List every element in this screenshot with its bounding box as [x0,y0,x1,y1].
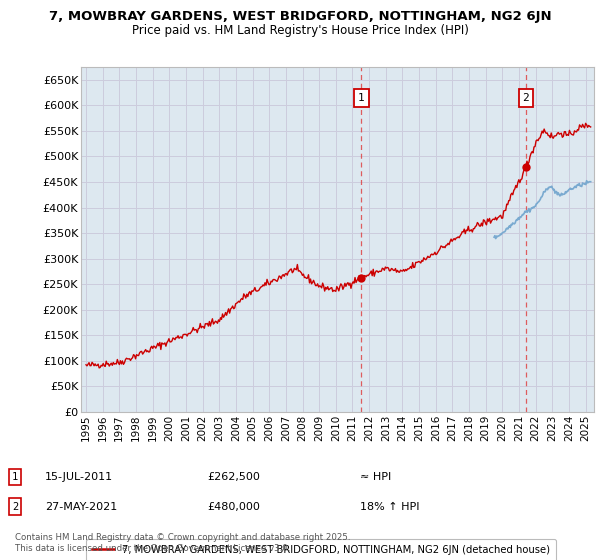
Text: 27-MAY-2021: 27-MAY-2021 [45,502,117,512]
Text: £262,500: £262,500 [207,472,260,482]
Text: 1: 1 [358,93,365,103]
Text: 15-JUL-2011: 15-JUL-2011 [45,472,113,482]
Text: 2: 2 [12,502,18,512]
Text: 2: 2 [523,93,529,103]
Text: 7, MOWBRAY GARDENS, WEST BRIDGFORD, NOTTINGHAM, NG2 6JN: 7, MOWBRAY GARDENS, WEST BRIDGFORD, NOTT… [49,10,551,23]
Text: Price paid vs. HM Land Registry's House Price Index (HPI): Price paid vs. HM Land Registry's House … [131,24,469,36]
Text: £480,000: £480,000 [207,502,260,512]
Legend: 7, MOWBRAY GARDENS, WEST BRIDGFORD, NOTTINGHAM, NG2 6JN (detached house), HPI: A: 7, MOWBRAY GARDENS, WEST BRIDGFORD, NOTT… [86,539,556,560]
Text: ≈ HPI: ≈ HPI [360,472,391,482]
Text: 18% ↑ HPI: 18% ↑ HPI [360,502,419,512]
Text: 1: 1 [12,472,18,482]
Text: Contains HM Land Registry data © Crown copyright and database right 2025.
This d: Contains HM Land Registry data © Crown c… [15,533,350,553]
